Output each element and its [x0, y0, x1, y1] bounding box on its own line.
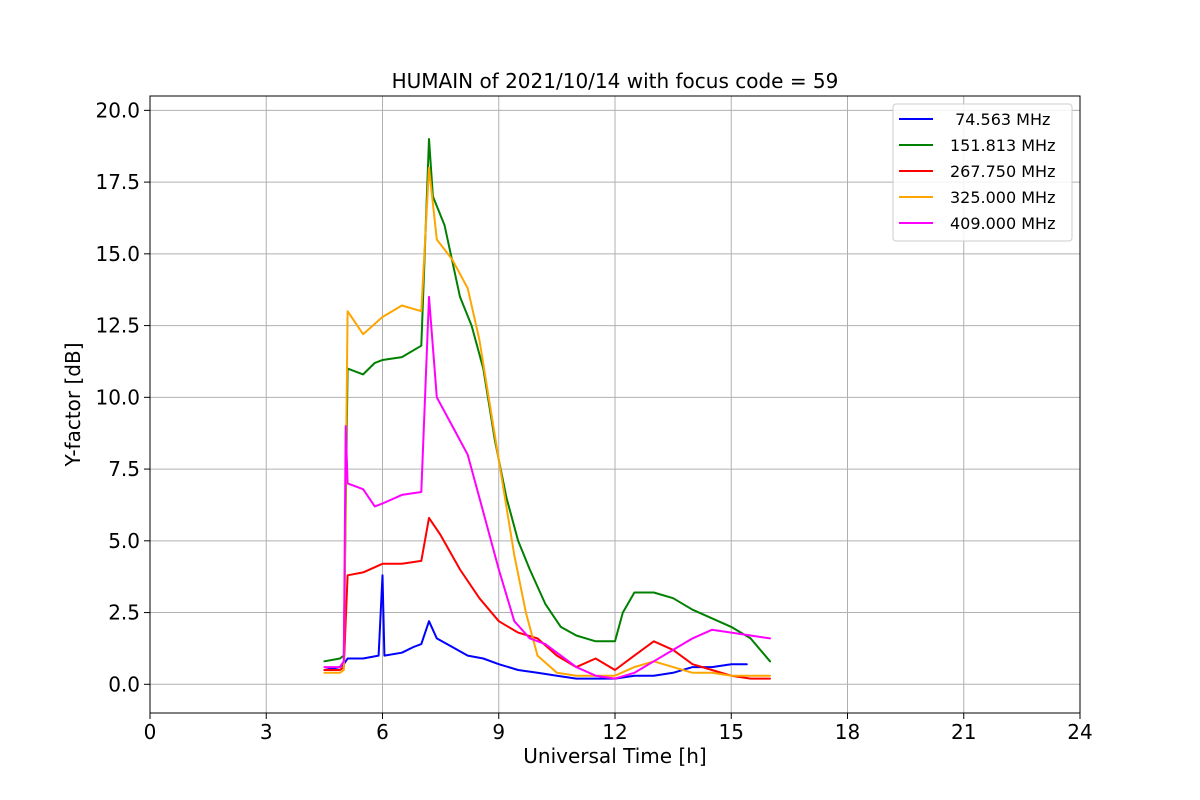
legend-box — [892, 103, 1073, 242]
x-tick-label: 3 — [260, 720, 273, 744]
y-tick-label: 2.5 — [108, 601, 140, 625]
x-tick-label: 21 — [951, 720, 976, 744]
legend-label-3: 325.000 MHz — [950, 188, 1055, 207]
chart-title: HUMAIN of 2021/10/14 with focus code = 5… — [392, 69, 839, 93]
legend: 74.563 MHz 151.813 MHz 267.750 MHz 325.000 … — [892, 103, 1073, 242]
x-tick-label: 15 — [719, 720, 744, 744]
x-tick-label: 9 — [492, 720, 505, 744]
y-tick-label: 12.5 — [95, 314, 140, 338]
ticks: 0 3 6 9 12 15 18 21 24 0.0 2.5 5.0 7.5 10.0 12.5 15.0 17… — [95, 98, 1092, 744]
y-tick-label: 5.0 — [108, 529, 140, 553]
x-axis-title: Universal Time [h] — [523, 744, 706, 768]
x-tick-label: 0 — [144, 720, 157, 744]
series-line-1 — [323, 138, 771, 663]
y-axis-title: Y-factor [dB] — [61, 342, 85, 467]
x-tick-label: 6 — [376, 720, 389, 744]
legend-label-0: 74.563 MHz — [950, 110, 1050, 129]
series-group — [323, 138, 771, 680]
y-tick-label: 15.0 — [95, 242, 140, 266]
x-tick-label: 12 — [602, 720, 627, 744]
x-tick-label: 24 — [1067, 720, 1092, 744]
y-tick-label: 17.5 — [95, 170, 140, 194]
y-tick-label: 7.5 — [108, 457, 140, 481]
series-line-0 — [323, 574, 748, 680]
legend-label-1: 151.813 MHz — [950, 136, 1055, 155]
legend-label-4: 409.000 MHz — [950, 214, 1055, 233]
legend-label-2: 267.750 MHz — [950, 162, 1055, 181]
series-line-4 — [323, 295, 771, 680]
series-line-2 — [323, 516, 771, 680]
series-line-3 — [323, 166, 771, 677]
x-tick-label: 18 — [835, 720, 860, 744]
y-tick-label: 10.0 — [95, 385, 140, 409]
y-tick-label: 0.0 — [108, 672, 140, 696]
y-tick-label: 20.0 — [95, 98, 140, 122]
